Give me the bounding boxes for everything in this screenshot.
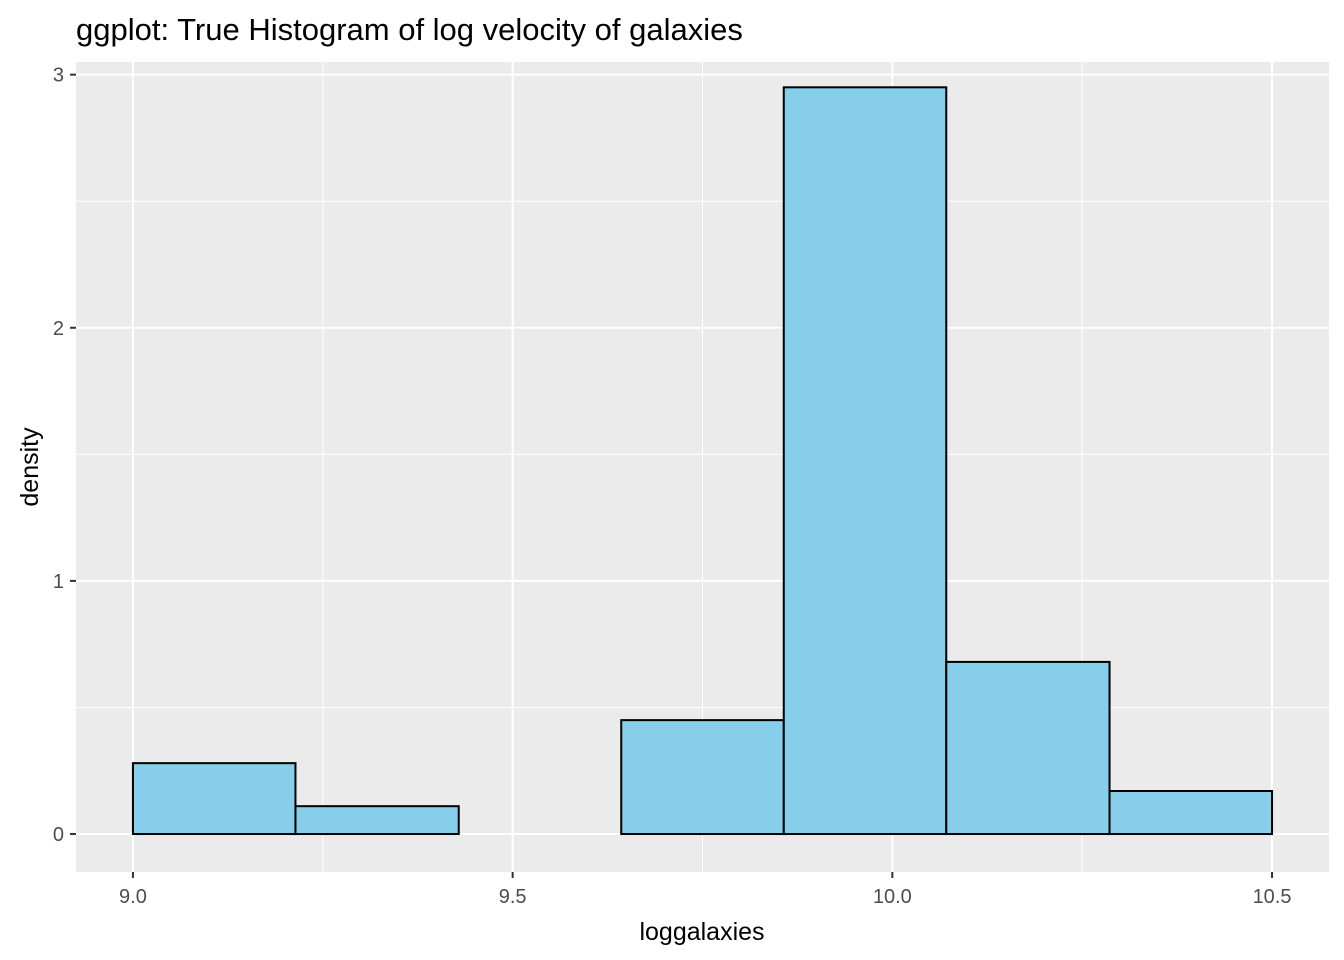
x-tick-label: 9.5 — [499, 886, 527, 908]
y-axis: 0 1 2 3 — [53, 65, 76, 846]
x-axis-title: loggalaxies — [639, 918, 764, 946]
x-tick-label: 10.0 — [873, 886, 912, 908]
x-tick-label: 10.5 — [1253, 886, 1292, 908]
histogram-bar — [782, 86, 948, 836]
y-axis-title: density — [16, 427, 44, 507]
x-axis: 9.0 9.5 10.0 10.5 — [119, 872, 1292, 908]
grid-minor — [76, 62, 1329, 872]
histogram-bar — [945, 660, 1111, 836]
histogram-bar — [131, 762, 297, 836]
x-tick-label: 9.0 — [119, 886, 147, 908]
chart-title: ggplot: True Histogram of log velocity o… — [76, 12, 743, 47]
y-tick-label: 0 — [53, 824, 64, 846]
histogram-bar — [294, 805, 460, 836]
y-tick-label: 2 — [53, 318, 64, 340]
histogram-bar — [620, 719, 785, 836]
histogram-bars — [131, 86, 1274, 836]
y-tick-label: 3 — [53, 65, 64, 87]
histogram-bar — [1108, 790, 1274, 836]
y-tick-label: 1 — [53, 571, 64, 593]
